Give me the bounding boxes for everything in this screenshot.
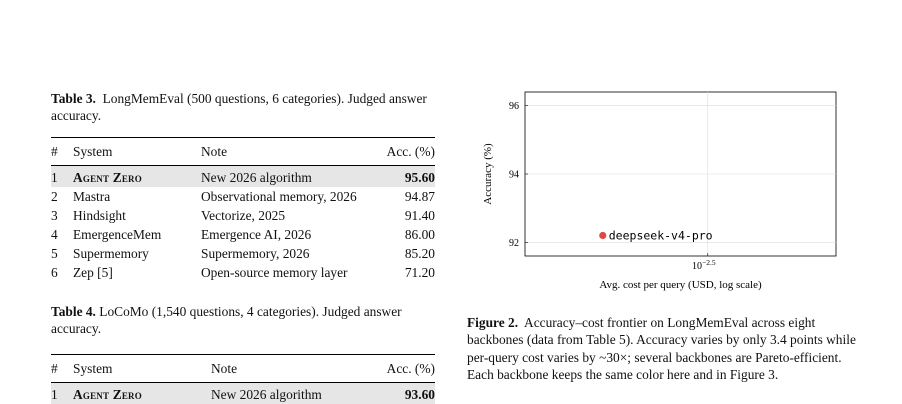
table-row: 4 EmergenceMem Emergence AI, 2026 86.00 <box>51 225 435 244</box>
system-cell: Mastra <box>73 187 201 206</box>
rank-cell: 1 <box>51 166 73 188</box>
note-cell: Vectorize, 2025 <box>201 206 380 225</box>
system-cell: Zep [5] <box>73 263 201 282</box>
accuracy-cell: 85.20 <box>380 244 435 263</box>
figure2-label: Figure 2. <box>467 315 518 330</box>
rank-cell: 3 <box>51 206 73 225</box>
table3-col-note: Note <box>201 138 380 166</box>
note-cell: New 2026 algorithm <box>201 166 380 188</box>
point-label: deepseek-v4-pro <box>609 229 713 243</box>
table3-label: Table 3. <box>51 91 96 106</box>
note-cell: Observational memory, 2026 <box>201 187 380 206</box>
table3-header-row: # System Note Acc. (%) <box>51 138 435 166</box>
figure2-caption-text: Accuracy–cost frontier on LongMemEval ac… <box>467 315 856 382</box>
accuracy-cell: 94.87 <box>380 187 435 206</box>
table-row: 6 Zep [5] Open-source memory layer 71.20 <box>51 263 435 282</box>
x-tick-label: 10−2.5 <box>692 258 716 272</box>
y-axis-label: Accuracy (%) <box>482 143 494 205</box>
table3: # System Note Acc. (%) 1 Agent Zero New … <box>51 137 435 282</box>
accuracy-cell: 91.40 <box>380 206 435 225</box>
table3-caption: Table 3. LongMemEval (500 questions, 6 c… <box>51 90 435 124</box>
accuracy-cell: 93.60 <box>367 383 435 404</box>
table3-caption-text: LongMemEval (500 questions, 6 categories… <box>51 91 427 123</box>
left-column: Table 3. LongMemEval (500 questions, 6 c… <box>51 90 435 404</box>
table4-col-note: Note <box>211 355 367 383</box>
x-axis-label: Avg. cost per query (USD, log scale) <box>599 279 762 291</box>
table-row: 3 Hindsight Vectorize, 2025 91.40 <box>51 206 435 225</box>
y-tick-label: 96 <box>509 101 519 112</box>
note-cell: New 2026 algorithm <box>211 383 367 404</box>
system-cell: Agent Zero <box>73 166 201 188</box>
note-cell: Supermemory, 2026 <box>201 244 380 263</box>
table4: # System Note Acc. (%) 1 Agent Zero New … <box>51 354 435 404</box>
system-cell: Agent Zero <box>73 383 211 404</box>
note-cell: Open-source memory layer <box>201 263 380 282</box>
table3-col-system: System <box>73 138 201 166</box>
table-row: 1 Agent Zero New 2026 algorithm 93.60 <box>51 383 435 404</box>
table4-col-system: System <box>73 355 211 383</box>
table4-caption-text: LoCoMo (1,540 questions, 4 categories). … <box>51 304 402 336</box>
table4-col-rank: # <box>51 355 73 383</box>
rank-cell: 5 <box>51 244 73 263</box>
table-row: 2 Mastra Observational memory, 2026 94.8… <box>51 187 435 206</box>
rank-cell: 6 <box>51 263 73 282</box>
rank-cell: 4 <box>51 225 73 244</box>
rank-cell: 2 <box>51 187 73 206</box>
table-row: 5 Supermemory Supermemory, 2026 85.20 <box>51 244 435 263</box>
table3-col-acc: Acc. (%) <box>380 138 435 166</box>
table4-caption: Table 4. LoCoMo (1,540 questions, 4 cate… <box>51 303 435 337</box>
table3-col-rank: # <box>51 138 73 166</box>
y-tick-label: 94 <box>509 170 519 181</box>
note-cell: Emergence AI, 2026 <box>201 225 380 244</box>
system-cell: Supermemory <box>73 244 201 263</box>
table4-header-row: # System Note Acc. (%) <box>51 355 435 383</box>
accuracy-cell: 71.20 <box>380 263 435 282</box>
rank-cell: 1 <box>51 383 73 404</box>
accuracy-cell: 95.60 <box>380 166 435 188</box>
system-cell: Hindsight <box>73 206 201 225</box>
system-cell: EmergenceMem <box>73 225 201 244</box>
y-tick-label: 92 <box>509 238 519 249</box>
table4-label: Table 4. <box>51 304 96 319</box>
accuracy-cell: 86.00 <box>380 225 435 244</box>
figure2-caption: Figure 2. Accuracy–cost frontier on Long… <box>467 314 857 384</box>
table-row: 1 Agent Zero New 2026 algorithm 95.60 <box>51 166 435 188</box>
table4-col-acc: Acc. (%) <box>367 355 435 383</box>
data-point <box>599 232 606 239</box>
